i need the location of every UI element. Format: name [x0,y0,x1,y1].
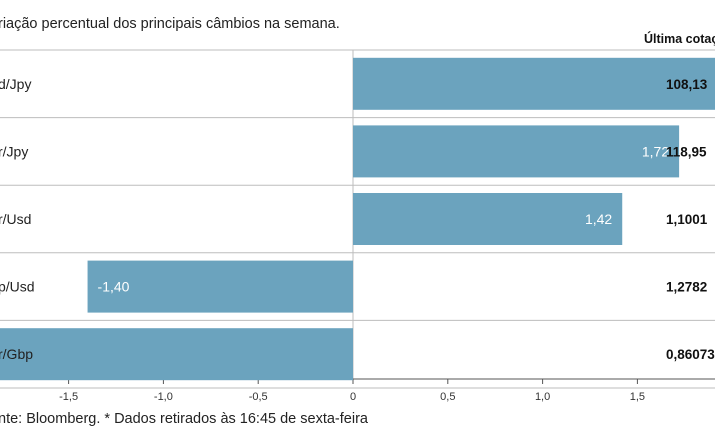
value-label: 1,72 [642,143,669,159]
category-label: p/Usd [0,279,35,295]
x-tick-label: 0 [350,391,356,403]
x-tick-label: -1,5 [59,391,78,403]
x-tick-label: -0,5 [249,391,268,403]
category-label: r/Gbp [0,346,33,362]
value-label: -1,40 [98,279,130,295]
chart-subtitle: riação percentual dos principais câmbios… [0,16,340,32]
bar [87,260,353,313]
last-quote-value: 0,86073 [666,347,715,362]
last-quote-value: 1,2782 [666,280,707,295]
category-label: r/Jpy [0,143,28,159]
x-tick-label: 0,5 [440,391,455,403]
bar [353,193,623,245]
last-quote-value: 1,1001 [666,212,708,227]
bar [353,125,680,178]
bar [0,328,354,381]
source-note: nte: Bloomberg. * Dados retirados às 16:… [0,411,368,427]
last-quote-header: Última cotaç [644,32,715,46]
bar [353,57,715,110]
category-label: r/Usd [0,211,31,227]
last-quote-value: 118,95 [666,144,707,159]
category-label: d/Jpy [0,76,31,92]
value-label: 1,42 [585,211,612,227]
x-tick-label: -1,0 [154,391,173,403]
x-tick-label: 1,0 [535,391,550,403]
x-tick-label: 1,5 [630,391,645,403]
last-quote-value: 108,13 [666,77,708,92]
